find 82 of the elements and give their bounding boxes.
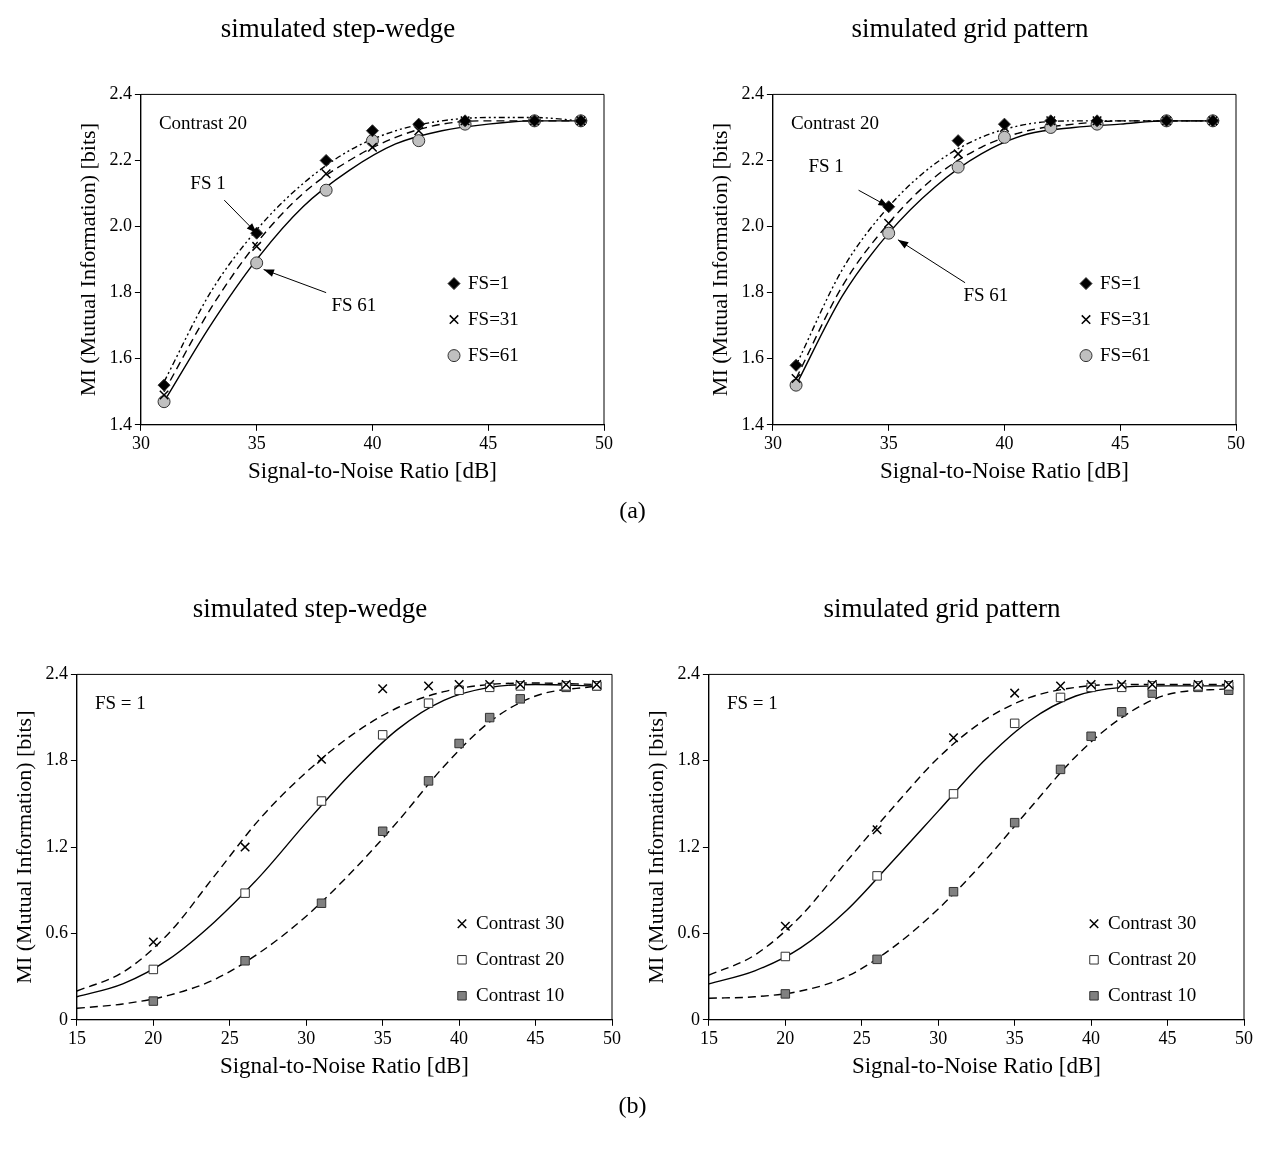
y-tick-label: 2.4: [741, 83, 764, 104]
y-tick-label: 1.6: [109, 347, 132, 368]
x-tick-label: 30: [929, 1028, 948, 1049]
x-axis-title: Signal-to-Noise Ratio [dB]: [879, 458, 1130, 484]
x-tick-label: 40: [1082, 1028, 1101, 1049]
legend-label: Contrast 30: [476, 911, 565, 933]
x-tick-label: 30: [297, 1028, 316, 1049]
y-tick-label: 0.6: [45, 922, 68, 943]
legend-label: Contrast 20: [1108, 947, 1197, 969]
y-tick-label: 2.2: [109, 149, 132, 170]
y-tick-label: 2.4: [109, 83, 132, 104]
x-tick-label: 45: [479, 433, 498, 454]
y-axis-title: MI (Mutual Information) [bits]: [74, 123, 100, 397]
y-tick-label: 1.8: [109, 281, 132, 302]
y-tick-label: 2.4: [677, 663, 700, 684]
x-tick-label: 30: [131, 433, 150, 454]
x-tick-label: 50: [1235, 1028, 1253, 1049]
x-tick-label: 45: [1158, 1028, 1177, 1049]
y-tick-label: 0.6: [677, 922, 700, 943]
chart-title: simulated step-wedge: [220, 13, 456, 44]
y-tick-label: 1.8: [45, 749, 68, 770]
annotation: FS 61: [963, 283, 1009, 305]
legend-label: FS=31: [468, 307, 519, 329]
x-tick-label: 40: [995, 433, 1014, 454]
y-tick-label: 1.8: [741, 281, 764, 302]
y-axis-title: MI (Mutual Information) [bits]: [10, 710, 36, 984]
y-tick-label: 1.4: [109, 413, 132, 434]
text: (a): [618, 496, 647, 525]
annotation: FS = 1: [94, 692, 146, 714]
text: (b): [617, 1091, 648, 1120]
legend-label: Contrast 20: [476, 947, 565, 969]
y-tick-label: 1.2: [677, 835, 700, 856]
annotation: FS = 1: [726, 692, 778, 714]
legend-label: FS=31: [1100, 307, 1151, 329]
chart-title: simulated grid pattern: [851, 13, 1089, 44]
y-tick-label: 2.4: [45, 663, 68, 684]
x-tick-label: 45: [526, 1028, 545, 1049]
annotation: FS 1: [808, 155, 844, 177]
chart-title: simulated step-wedge: [192, 593, 428, 624]
x-tick-label: 45: [1111, 433, 1130, 454]
annotation: FS 1: [190, 171, 226, 193]
x-tick-label: 35: [373, 1028, 392, 1049]
legend-label: Contrast 30: [1108, 911, 1197, 933]
y-tick-label: 2.2: [741, 149, 764, 170]
x-tick-label: 15: [699, 1028, 718, 1049]
y-tick-label: 1.8: [677, 749, 700, 770]
x-tick-label: 40: [363, 433, 382, 454]
y-tick-label: 0: [690, 1008, 700, 1029]
legend-label: Contrast 10: [1108, 983, 1197, 1005]
x-tick-label: 50: [1227, 433, 1245, 454]
x-tick-label: 40: [450, 1028, 469, 1049]
y-tick-label: 0: [58, 1008, 68, 1029]
x-axis-title: Signal-to-Noise Ratio [dB]: [247, 458, 498, 484]
x-tick-label: 50: [603, 1028, 621, 1049]
legend-label: FS=61: [468, 343, 519, 365]
y-tick-label: 1.2: [45, 835, 68, 856]
x-tick-label: 25: [220, 1028, 239, 1049]
annotation: Contrast 20: [790, 112, 880, 134]
y-tick-label: 2.0: [109, 215, 132, 236]
x-tick-label: 15: [67, 1028, 86, 1049]
chart-title: simulated grid pattern: [823, 593, 1061, 624]
legend-label: FS=1: [468, 271, 510, 293]
annotation: Contrast 20: [158, 112, 248, 134]
legend-label: FS=61: [1100, 343, 1151, 365]
y-axis-title: MI (Mutual Information) [bits]: [642, 710, 668, 984]
y-tick-label: 2.0: [741, 215, 764, 236]
x-tick-label: 35: [247, 433, 266, 454]
x-tick-label: 20: [144, 1028, 163, 1049]
x-axis-title: Signal-to-Noise Ratio [dB]: [219, 1053, 470, 1079]
x-tick-label: 35: [879, 433, 898, 454]
y-axis-title: MI (Mutual Information) [bits]: [706, 123, 732, 397]
x-tick-label: 35: [1005, 1028, 1024, 1049]
x-axis-title: Signal-to-Noise Ratio [dB]: [851, 1053, 1102, 1079]
x-tick-label: 50: [595, 433, 613, 454]
x-tick-label: 30: [763, 433, 782, 454]
x-tick-label: 25: [852, 1028, 871, 1049]
y-tick-label: 1.6: [741, 347, 764, 368]
y-tick-label: 1.4: [741, 413, 764, 434]
annotation: FS 61: [331, 293, 377, 315]
legend-label: FS=1: [1100, 271, 1142, 293]
x-tick-label: 20: [776, 1028, 795, 1049]
legend-label: Contrast 10: [476, 983, 565, 1005]
